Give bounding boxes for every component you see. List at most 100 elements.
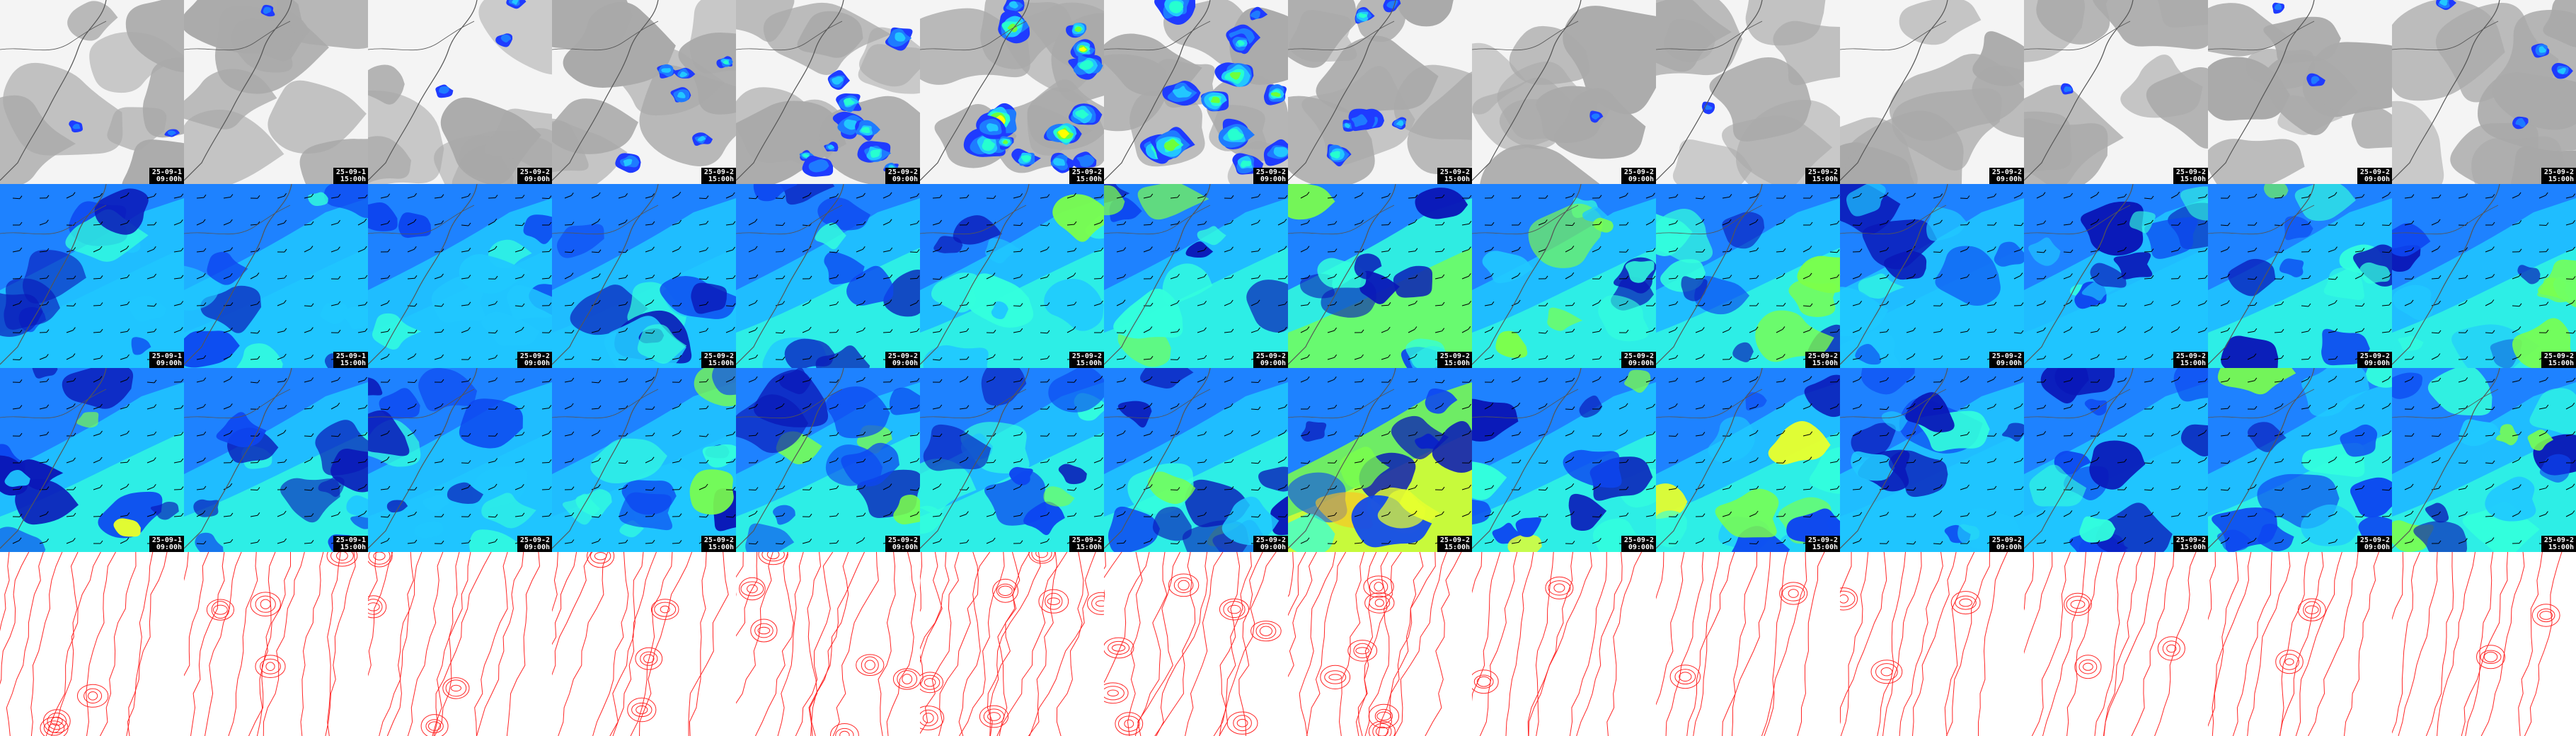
date-label: 25-09-2: [1071, 536, 1102, 544]
row-wind-upper-map-1[interactable]: 25-09-1 09:00h: [0, 184, 184, 368]
row-cloud-precip-map-8[interactable]: 25-09-2 15:00h: [1288, 0, 1472, 184]
row-pressure-contours-map-12[interactable]: [2024, 552, 2208, 736]
row-cloud-precip-map-7[interactable]: 25-09-2 09:00h: [1104, 0, 1288, 184]
row-wind-upper-map-12[interactable]: 25-09-2 15:00h: [2024, 184, 2208, 368]
row-pressure-contours-map-1[interactable]: [0, 552, 184, 736]
row-pressure-contours-map-11[interactable]: [1840, 552, 2024, 736]
time-label: 09:00h: [156, 176, 182, 183]
row-wind-lower-map-2[interactable]: 25-09-1 15:00h: [184, 368, 368, 552]
row-cloud-precip-map-11[interactable]: 25-09-2 09:00h: [1840, 0, 2024, 184]
time-label: 09:00h: [524, 360, 550, 367]
coastline: [1472, 184, 1582, 365]
coastline: [1104, 0, 1211, 181]
row-wind-lower-map-7[interactable]: 25-09-2 09:00h: [1104, 368, 1288, 552]
row-cloud-precip-map-3[interactable]: 25-09-2 09:00h: [368, 0, 552, 184]
timestamp-label: 25-09-1 15:00h: [333, 168, 368, 184]
row-wind-lower-map-4[interactable]: 25-09-2 15:00h: [552, 368, 736, 552]
row-wind-upper-map-7[interactable]: 25-09-2 09:00h: [1104, 184, 1288, 368]
row-cloud-precip-map-2[interactable]: 25-09-1 15:00h: [184, 0, 368, 184]
date-label: 25-09-2: [1807, 168, 1838, 176]
timestamp-label: 25-09-2 15:00h: [1069, 536, 1104, 552]
row-cloud-precip-map-6[interactable]: 25-09-2 15:00h: [920, 0, 1104, 184]
row-wind-upper-map-9[interactable]: 25-09-2 09:00h: [1472, 184, 1656, 368]
coastline: [0, 0, 107, 181]
timestamp-label: 25-09-2 09:00h: [1253, 168, 1288, 184]
map-image: [2024, 184, 2208, 368]
time-label: 15:00h: [1444, 360, 1470, 367]
row-wind-upper-map-3[interactable]: 25-09-2 09:00h: [368, 184, 552, 368]
time-label: 15:00h: [2548, 544, 2574, 551]
time-label: 09:00h: [1260, 360, 1286, 367]
row-wind-lower-map-1[interactable]: 25-09-1 09:00h: [0, 368, 184, 552]
date-label: 25-09-2: [1439, 352, 1470, 360]
map-image: [2392, 368, 2576, 552]
coastline: [2208, 368, 2315, 549]
coastline: [1472, 0, 1582, 181]
coastline: [1288, 184, 1396, 365]
row-cloud-precip-map-1[interactable]: 25-09-1 09:00h: [0, 0, 184, 184]
time-label: 15:00h: [2180, 544, 2206, 551]
date-label: 25-09-2: [1071, 352, 1102, 360]
map-image: [368, 368, 552, 552]
row-wind-lower-map-14[interactable]: 25-09-2 15:00h: [2392, 368, 2576, 552]
map-image: [552, 184, 736, 368]
row-wind-lower-map-13[interactable]: 25-09-2 09:00h: [2208, 368, 2392, 552]
time-label: 15:00h: [1812, 360, 1838, 367]
row-pressure-contours-map-10[interactable]: [1656, 552, 1840, 736]
row-wind-upper-map-6[interactable]: 25-09-2 15:00h: [920, 184, 1104, 368]
row-pressure-contours-map-3[interactable]: [368, 552, 552, 736]
coastline: [368, 0, 478, 181]
row-cloud-precip-map-13[interactable]: 25-09-2 09:00h: [2208, 0, 2392, 184]
coastline: [184, 0, 292, 181]
map-image: [184, 368, 368, 552]
row-pressure-contours-map-7[interactable]: [1104, 552, 1288, 736]
time-label: 09:00h: [524, 176, 550, 183]
row-wind-upper-map-4[interactable]: 25-09-2 15:00h: [552, 184, 736, 368]
map-image: [1656, 368, 1840, 552]
row-wind-lower-map-11[interactable]: 25-09-2 09:00h: [1840, 368, 2024, 552]
row-pressure-contours-map-4[interactable]: [552, 552, 736, 736]
row-wind-lower-map-5[interactable]: 25-09-2 09:00h: [736, 368, 920, 552]
row-cloud-precip-map-9[interactable]: 25-09-2 09:00h: [1472, 0, 1656, 184]
row-wind-lower-map-8[interactable]: 25-09-2 15:00h: [1288, 368, 1472, 552]
row-cloud-precip-map-14[interactable]: 25-09-2 15:00h: [2392, 0, 2576, 184]
row-wind-upper-map-8[interactable]: 25-09-2 15:00h: [1288, 184, 1472, 368]
date-label: 25-09-2: [1991, 168, 2022, 176]
time-label: 15:00h: [1444, 176, 1470, 183]
row-wind-lower-map-12[interactable]: 25-09-2 15:00h: [2024, 368, 2208, 552]
row-cloud-precip-map-10[interactable]: 25-09-2 15:00h: [1656, 0, 1840, 184]
row-wind-upper-map-14[interactable]: 25-09-2 15:00h: [2392, 184, 2576, 368]
row-wind-lower-map-10[interactable]: 25-09-2 15:00h: [1656, 368, 1840, 552]
map-image: [0, 184, 184, 368]
row-pressure-contours-map-14[interactable]: [2392, 552, 2576, 736]
timestamp-label: 25-09-2 09:00h: [1621, 536, 1656, 552]
time-label: 15:00h: [708, 176, 734, 183]
row-wind-upper-map-2[interactable]: 25-09-1 15:00h: [184, 184, 368, 368]
row-pressure-contours-map-6[interactable]: [920, 552, 1104, 736]
map-image: [0, 0, 184, 184]
timestamp-label: 25-09-2 09:00h: [1989, 168, 2024, 184]
map-image: [1656, 184, 1840, 368]
coastline: [552, 368, 659, 549]
date-label: 25-09-2: [2543, 352, 2574, 360]
row-pressure-contours-map-9[interactable]: [1472, 552, 1656, 736]
row-pressure-contours-map-8[interactable]: [1288, 552, 1472, 736]
row-wind-upper-map-13[interactable]: 25-09-2 09:00h: [2208, 184, 2392, 368]
time-label: 09:00h: [892, 360, 918, 367]
map-image: [2208, 552, 2392, 736]
row-wind-upper-map-11[interactable]: 25-09-2 09:00h: [1840, 184, 2024, 368]
row-cloud-precip-map-4[interactable]: 25-09-2 15:00h: [552, 0, 736, 184]
row-wind-lower-map-3[interactable]: 25-09-2 09:00h: [368, 368, 552, 552]
row-pressure-contours-map-5[interactable]: [736, 552, 920, 736]
row-cloud-precip-map-5[interactable]: 25-09-2 09:00h: [736, 0, 920, 184]
row-cloud-precip-map-12[interactable]: 25-09-2 15:00h: [2024, 0, 2208, 184]
row-wind-upper-map-5[interactable]: 25-09-2 09:00h: [736, 184, 920, 368]
row-wind-lower-map-9[interactable]: 25-09-2 09:00h: [1472, 368, 1656, 552]
row-pressure-contours-map-2[interactable]: [184, 552, 368, 736]
row-wind-upper-map-10[interactable]: 25-09-2 15:00h: [1656, 184, 1840, 368]
row-pressure-contours-map-13[interactable]: [2208, 552, 2392, 736]
time-label: 09:00h: [1260, 544, 1286, 551]
date-label: 25-09-1: [335, 168, 366, 176]
row-wind-lower-map-6[interactable]: 25-09-2 15:00h: [920, 368, 1104, 552]
map-image: [2208, 184, 2392, 368]
